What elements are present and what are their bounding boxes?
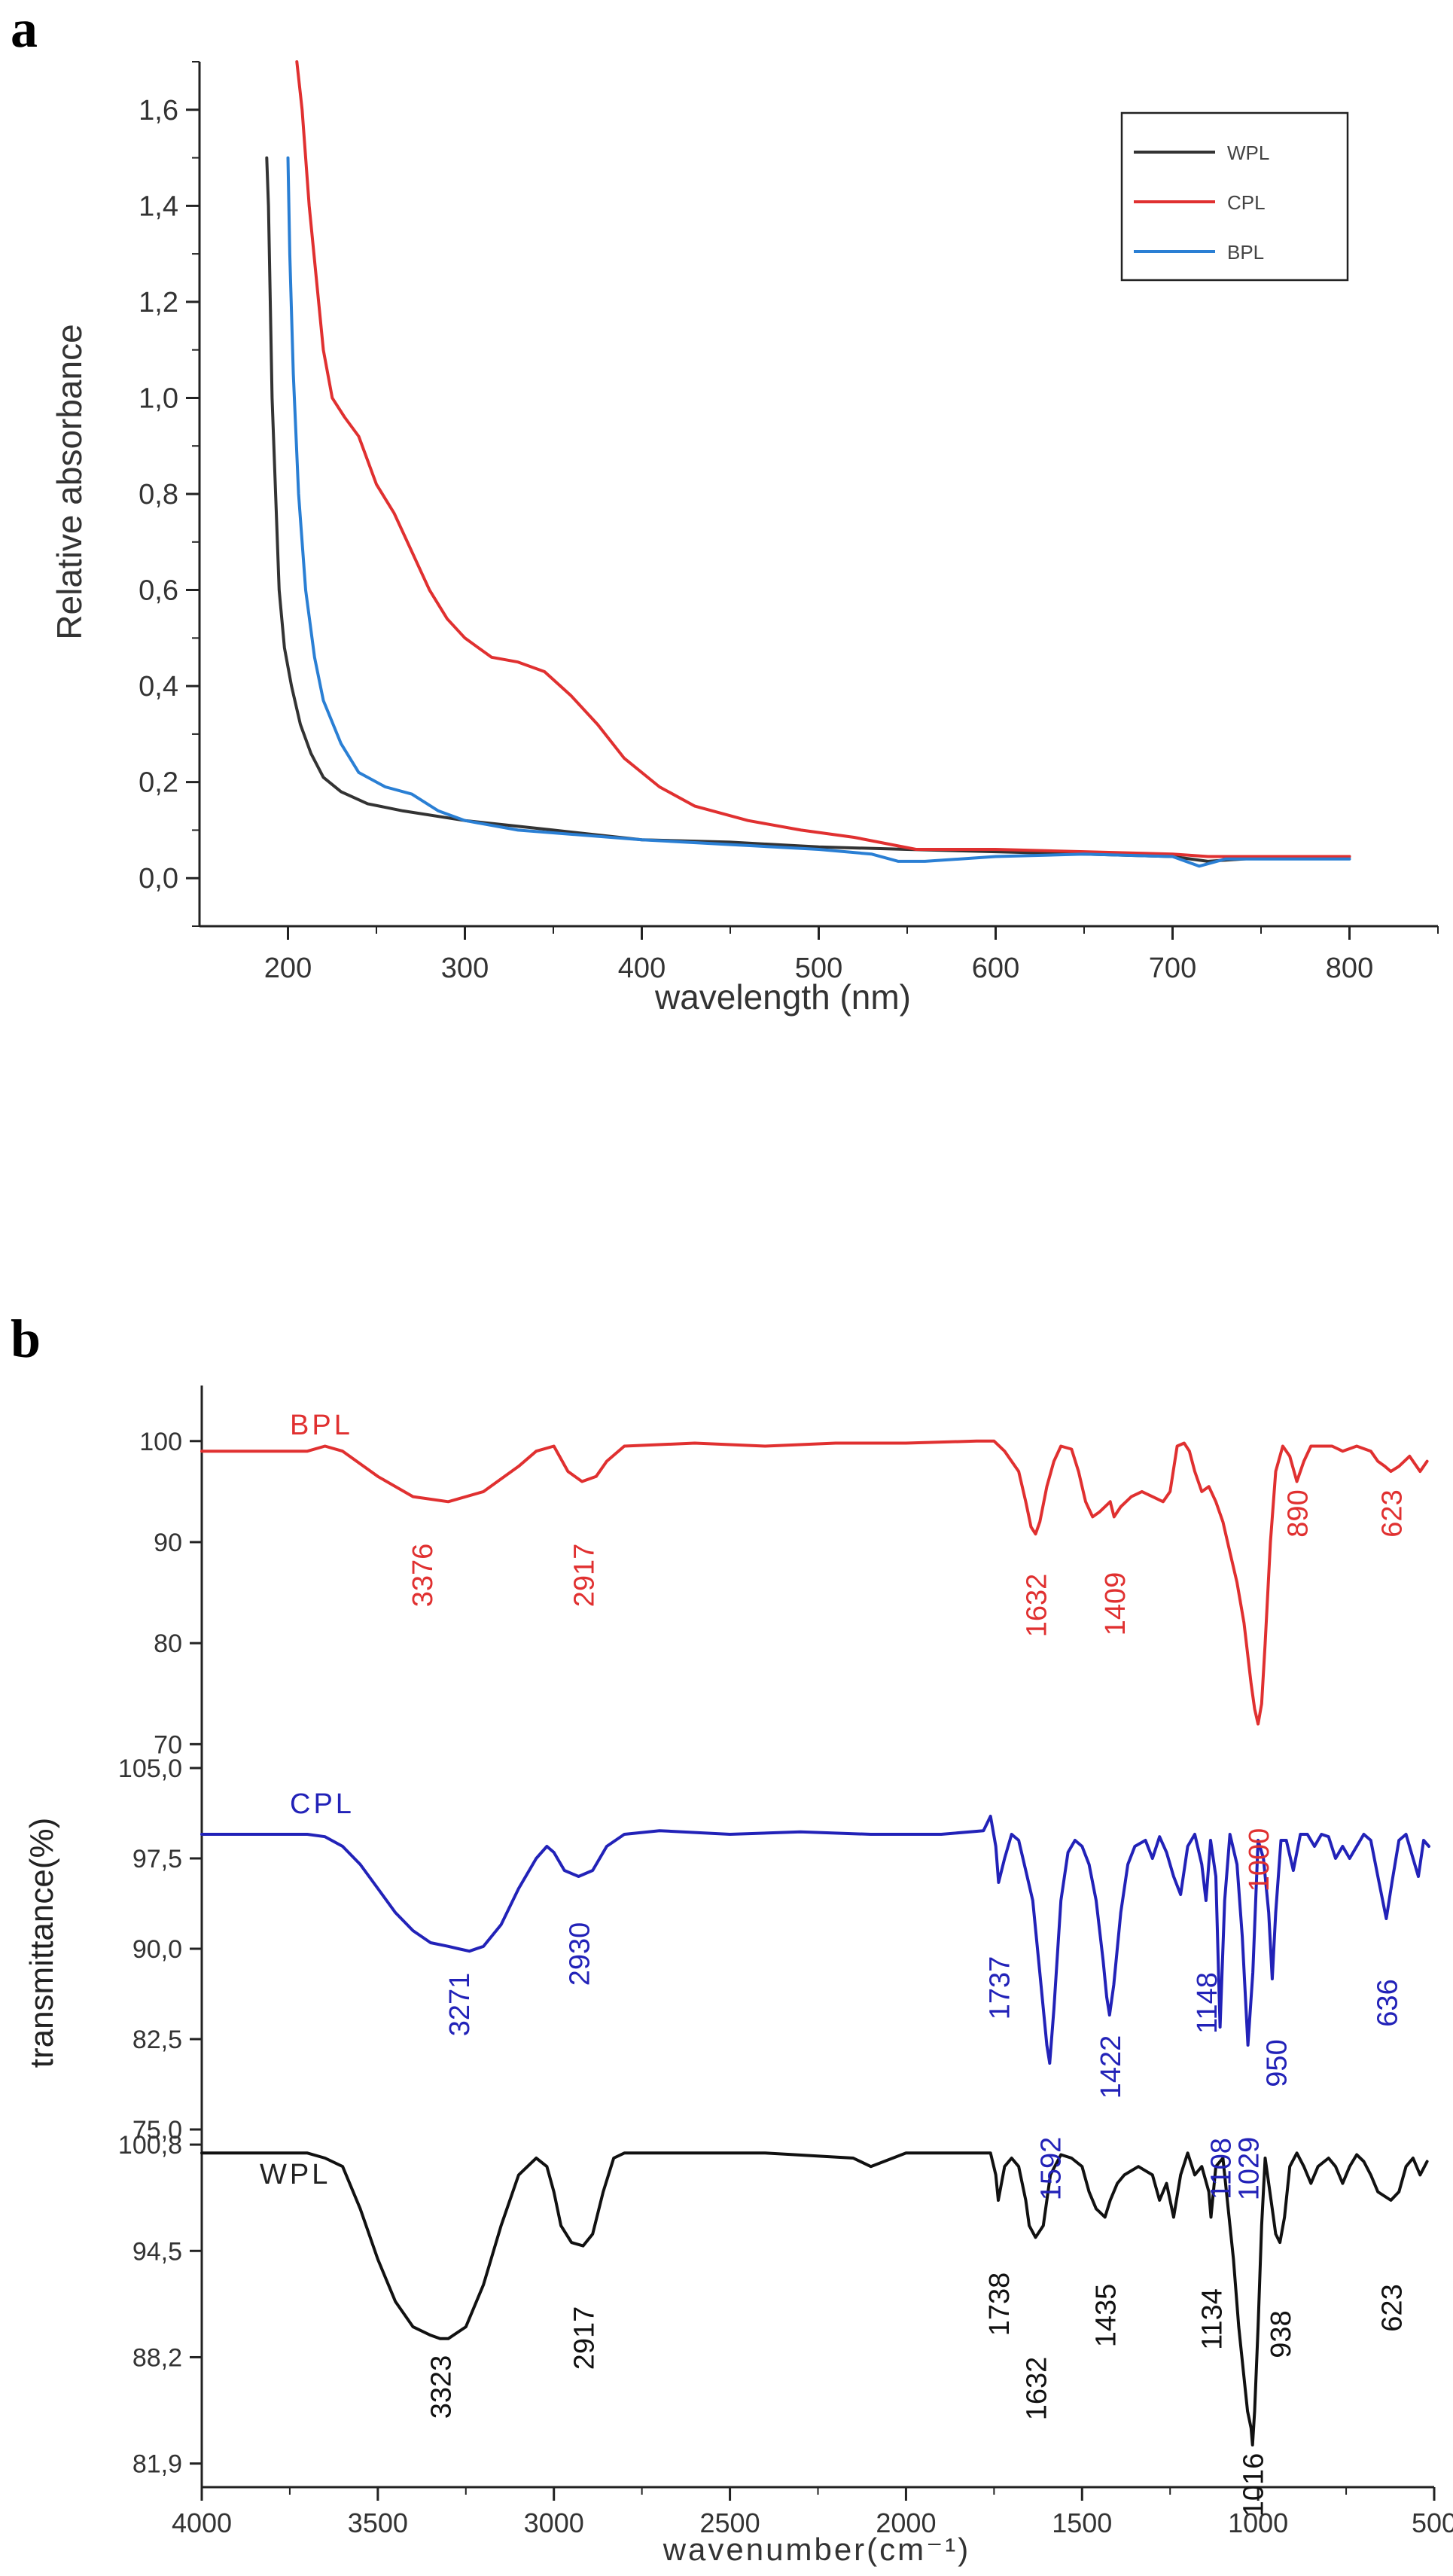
ftir-series-label-wpl: WPL (260, 2159, 331, 2190)
ftir-x-tick-label-4000: 4000 (172, 2507, 232, 2538)
ftir-peak-label-cpl-950: 950 (1262, 2039, 1293, 2087)
ftir-wpl-y-tick-label-3: 100,8 (118, 2131, 182, 2160)
ftir-peak-label-bpl-623: 623 (1377, 1489, 1409, 1537)
panel-letter-a: a (11, 0, 38, 59)
ftir-peak-label-cpl-2930: 2930 (565, 1922, 596, 1986)
ftir-peak-label-cpl-1592: 1592 (1035, 2137, 1067, 2201)
ftir-peak-label-bpl-1000: 1000 (1244, 1828, 1275, 1892)
uv-legend-label-bpl: BPL (1227, 241, 1264, 264)
ftir-peak-label-wpl-623: 623 (1377, 2284, 1409, 2331)
uv-x-tick-label-200: 200 (264, 953, 312, 984)
uv-y-tick-label-0: 0,0 (139, 863, 178, 895)
ftir-x-tick-label-3500: 3500 (348, 2507, 408, 2538)
uv-y-axis-label: Relative absorbance (50, 324, 89, 639)
ftir-peak-label-wpl-1134: 1134 (1197, 2288, 1229, 2350)
uv-y-tick-label-4: 0,8 (139, 479, 178, 511)
ftir-wpl-y-tick-label-0: 81,9 (133, 2450, 182, 2479)
uv-x-tick-label-600: 600 (972, 953, 1019, 984)
ftir-x-tick-label-2000: 2000 (876, 2507, 936, 2538)
ftir-x-tick-label-1500: 1500 (1052, 2507, 1112, 2538)
ftir-peak-label-bpl-3376: 3376 (407, 1544, 439, 1608)
ftir-series-label-cpl: CPL (290, 1788, 355, 1820)
uv-x-tick-label-500: 500 (795, 953, 842, 984)
uv-series-cpl (295, 60, 1351, 858)
ftir-peak-label-cpl-1029: 1029 (1234, 2137, 1266, 2201)
ftir-x-tick-label-500: 500 (1412, 2507, 1453, 2538)
ftir-x-tick-label-1000: 1000 (1228, 2507, 1288, 2538)
ftir-peak-label-cpl-1148: 1148 (1192, 1972, 1223, 2034)
ftir-cpl-y-tick-label-1: 82,5 (133, 2026, 182, 2054)
ftir-peak-label-cpl-1422: 1422 (1095, 2035, 1127, 2099)
ftir-peak-label-bpl-1409: 1409 (1100, 1572, 1132, 1636)
uv-x-axis-label: wavelength (nm) (654, 977, 911, 1017)
ftir-peak-label-wpl-2917: 2917 (569, 2306, 601, 2370)
ftir-peak-label-wpl-1435: 1435 (1091, 2284, 1122, 2348)
ftir-peak-label-cpl-636: 636 (1372, 1979, 1403, 2026)
uv-x-tick-label-300: 300 (441, 953, 489, 984)
ftir-peak-label-wpl-938: 938 (1266, 2310, 1297, 2358)
uv-legend-label-wpl: WPL (1227, 142, 1269, 164)
ftir-chart: 4000 3500 3000 2500 2000 1500 1000 500 70 80 90 100… (23, 1386, 1453, 2567)
ftir-x-tick-label-3000: 3000 (524, 2507, 584, 2538)
ftir-x-axis-label: wavenumber(cm⁻¹) (663, 2532, 971, 2567)
ftir-peak-label-wpl-1016: 1016 (1238, 2453, 1270, 2517)
uv-x-tick-label-700: 700 (1149, 953, 1196, 984)
ftir-wpl-y-tick-label-1: 88,2 (133, 2343, 182, 2372)
ftir-cpl-y-tick-label-2: 90,0 (133, 1935, 182, 1964)
uv-series-bpl (286, 156, 1351, 868)
ftir-series-label-bpl: BPL (290, 1410, 353, 1441)
ftir-x-tick-label-2500: 2500 (700, 2507, 760, 2538)
ftir-y-axis-label: transmittance(%) (23, 1818, 60, 2068)
uv-y-tick-label-3: 0,6 (139, 575, 178, 607)
ftir-peak-label-wpl-3323: 3323 (426, 2355, 458, 2419)
ftir-bpl-y-tick-label-0: 70 (154, 1730, 182, 1759)
ftir-series-bpl (200, 1439, 1429, 1726)
uv-y-tick-label-1: 0,2 (139, 767, 178, 799)
uv-y-tick-label-5: 1,0 (139, 383, 178, 414)
ftir-bpl-y-tick-label-1: 80 (154, 1629, 182, 1658)
panel-letter-b: b (11, 1309, 41, 1369)
uv-x-tick-label-400: 400 (618, 953, 666, 984)
ftir-peak-label-bpl-1632: 1632 (1022, 1574, 1053, 1638)
uv-y-tick-label-6: 1,2 (139, 287, 178, 319)
uv-y-tick-label-8: 1,6 (139, 95, 178, 127)
ftir-peak-label-cpl-3271: 3271 (444, 1973, 476, 2037)
ftir-peak-label-wpl-1738: 1738 (984, 2273, 1016, 2337)
ftir-bpl-y-tick-label-2: 90 (154, 1529, 182, 1557)
uv-y-tick-label-2: 0,4 (139, 671, 178, 703)
ftir-cpl-y-tick-label-0: 75,0 (133, 2116, 182, 2145)
uv-vis-chart: 200 300 400 500 600 700 800 0,0 0,2 0,4 0,6 0,8 1,0 1… (50, 60, 1439, 1017)
ftir-bpl-y-tick-label-3: 100 (139, 1428, 182, 1456)
uv-legend: WPL CPL BPL (1120, 111, 1349, 282)
ftir-peak-label-bpl-2917: 2917 (569, 1544, 601, 1608)
ftir-series-cpl (200, 1815, 1430, 2065)
ftir-cpl-y-tick-label-4: 105,0 (118, 1754, 182, 1783)
ftir-series-wpl (200, 2151, 1429, 2446)
ftir-cpl-y-tick-label-3: 97,5 (133, 1845, 182, 1873)
ftir-wpl-y-tick-label-2: 94,5 (133, 2237, 182, 2266)
ftir-peak-label-wpl-1632: 1632 (1022, 2357, 1053, 2421)
ftir-peak-label-bpl-890: 890 (1283, 1489, 1314, 1537)
uv-legend-label-cpl: CPL (1227, 191, 1266, 214)
uv-x-tick-label-800: 800 (1326, 953, 1373, 984)
uv-y-tick-label-7: 1,4 (139, 191, 178, 222)
ftir-peak-label-cpl-1108: 1108 (1206, 2138, 1238, 2200)
ftir-peak-label-cpl-1737: 1737 (984, 1956, 1016, 2020)
